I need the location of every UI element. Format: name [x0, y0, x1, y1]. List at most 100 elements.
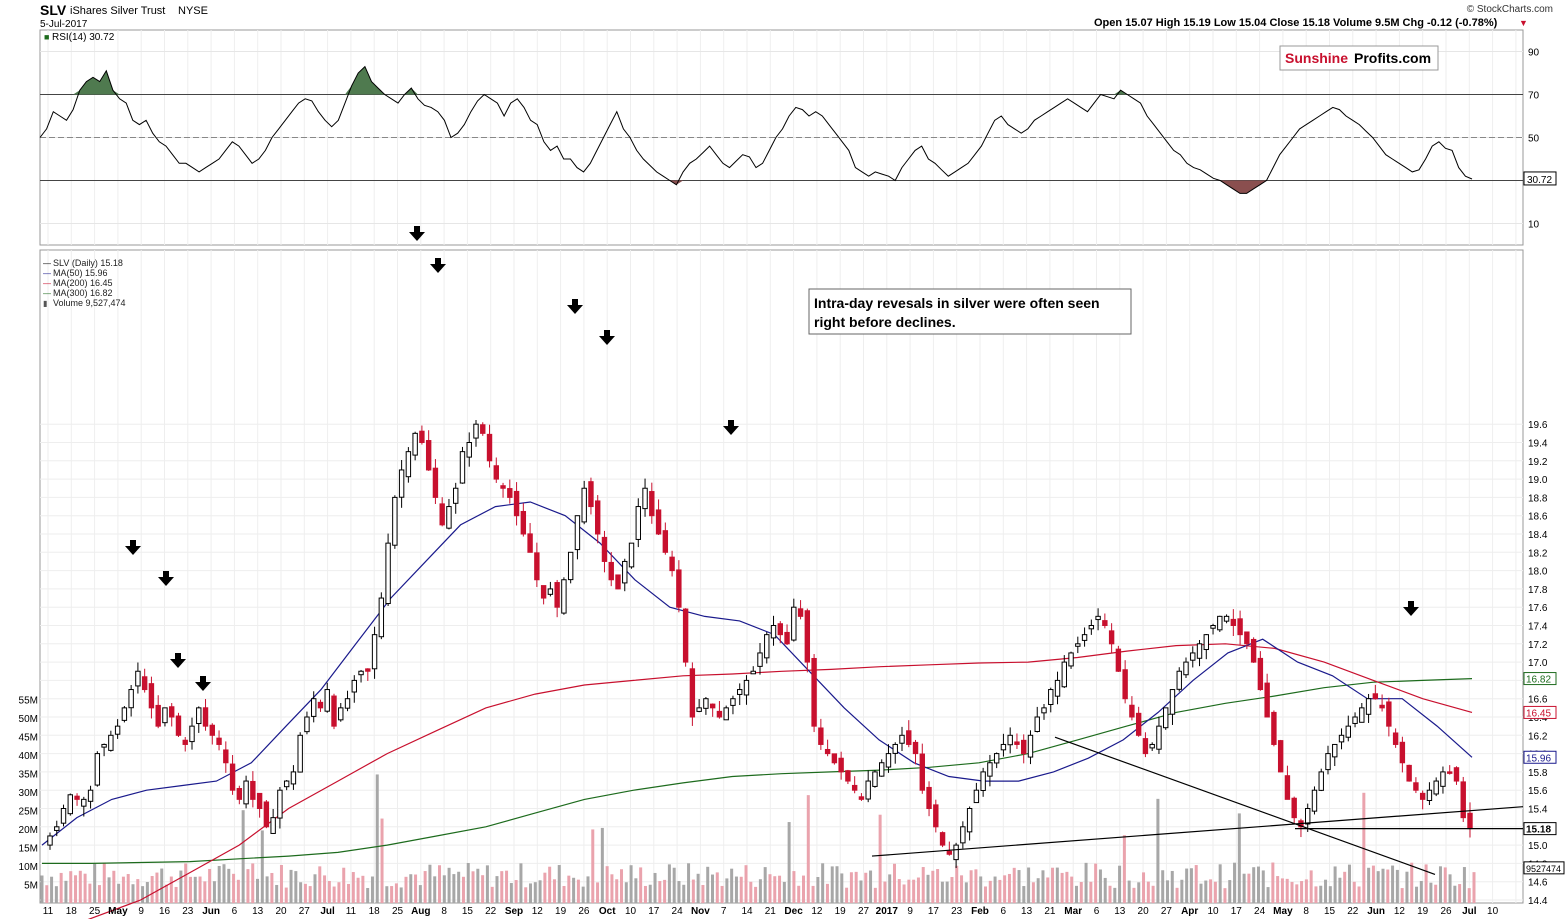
candlestick — [709, 703, 716, 709]
x-tick-label: 24 — [672, 906, 684, 917]
volume-bar — [1376, 871, 1380, 903]
candlestick — [67, 794, 73, 815]
volume-bar — [1333, 866, 1337, 903]
volume-bar — [610, 874, 614, 903]
volume-bar — [370, 876, 374, 903]
volume-bar — [318, 866, 322, 903]
volume-bar — [1079, 882, 1083, 903]
candlestick — [743, 679, 750, 696]
volume-bar — [1338, 877, 1342, 903]
candlestick — [588, 481, 594, 508]
price-tick-label: 15.6 — [1528, 786, 1548, 797]
candlestick — [892, 743, 898, 754]
candlestick — [615, 574, 621, 590]
volume-bar — [615, 879, 619, 903]
candlestick — [365, 668, 371, 672]
candlestick — [108, 734, 114, 751]
volume-bar — [366, 887, 370, 903]
volume-bar — [715, 872, 719, 903]
candlestick — [60, 808, 67, 824]
volume-bar — [591, 829, 595, 903]
x-tick-label: 27 — [858, 906, 870, 917]
volume-bar — [1242, 873, 1246, 903]
volume-bar — [1458, 884, 1462, 903]
volume-bar — [552, 879, 556, 903]
volume-bar — [624, 882, 628, 903]
candlestick — [290, 771, 297, 785]
down-arrow-icon — [430, 258, 446, 273]
volume-bar — [1252, 867, 1256, 903]
candlestick — [155, 704, 161, 727]
volume-bar — [1400, 888, 1404, 903]
down-arrow-icon — [599, 330, 615, 345]
candlestick — [1237, 618, 1243, 636]
volume-bar — [557, 865, 561, 903]
volume-bar — [251, 863, 255, 903]
volume-bar — [1228, 880, 1232, 903]
volume-bar — [529, 883, 533, 903]
price-tick-label: 16.6 — [1528, 695, 1548, 706]
candlestick — [87, 789, 94, 802]
price-tick-label: 19.2 — [1528, 457, 1548, 468]
volume-bar — [1213, 881, 1217, 903]
volume-bar — [399, 887, 403, 903]
candlestick — [689, 668, 696, 718]
candlestick — [175, 715, 182, 736]
volume-bar — [294, 871, 298, 903]
volume-bar — [495, 876, 499, 903]
down-arrow-icon — [1403, 601, 1419, 616]
volume-bar — [859, 880, 863, 903]
price-frame — [39, 249, 1524, 904]
exchange-name: NYSE — [178, 5, 208, 17]
x-tick-label: 2017 — [876, 906, 899, 917]
volume-bar — [1415, 886, 1419, 903]
candlestick — [1122, 669, 1128, 700]
candlestick — [567, 551, 574, 581]
volume-bar — [337, 882, 341, 903]
candlestick — [169, 706, 175, 718]
volume-bar — [1362, 792, 1366, 903]
volume-bar — [45, 885, 49, 903]
candlestick — [398, 469, 405, 498]
price-tick-label: 19.4 — [1528, 439, 1548, 450]
volume-bar — [93, 863, 97, 903]
volume-bar — [600, 827, 604, 903]
volume-bar — [581, 886, 585, 903]
candlestick — [196, 707, 202, 725]
candlestick — [520, 510, 527, 535]
candlestick — [770, 625, 777, 639]
volume-bar — [212, 881, 216, 903]
volume-bar — [1161, 870, 1165, 903]
price-tick-label: 17.4 — [1528, 622, 1548, 633]
annotation-line-1: Intra-day revesals in silver were often … — [814, 295, 1100, 311]
volume-bar — [452, 874, 456, 903]
x-tick-label: 19 — [835, 906, 847, 917]
candlestick — [223, 749, 229, 764]
volume-bar — [1185, 868, 1189, 903]
candlestick — [513, 490, 520, 517]
volume-tick-label: 30M — [19, 788, 38, 799]
candlestick — [1440, 771, 1446, 787]
candlestick — [1338, 734, 1345, 743]
volume-bar — [1324, 879, 1328, 903]
volume-bar — [442, 875, 446, 903]
volume-bar — [1462, 867, 1466, 903]
volume-bar — [1012, 867, 1016, 903]
volume-bar — [792, 871, 796, 903]
candlestick — [851, 784, 858, 791]
x-tick-label: 12 — [532, 906, 544, 917]
volume-bar — [892, 863, 896, 903]
volume-bar — [141, 886, 145, 903]
x-tick-label: 24 — [1254, 906, 1266, 917]
candlestick — [216, 737, 222, 745]
volume-bar — [404, 876, 408, 903]
volume-bar — [150, 876, 154, 903]
down-arrow-icon — [567, 299, 583, 314]
volume-bar — [1367, 867, 1371, 903]
volume-bar — [505, 870, 509, 903]
volume-bar — [1118, 865, 1122, 903]
candlestick — [1453, 767, 1460, 782]
candlestick — [1156, 725, 1162, 750]
price-tick-label: 17.0 — [1528, 658, 1548, 669]
candlestick — [554, 582, 560, 608]
